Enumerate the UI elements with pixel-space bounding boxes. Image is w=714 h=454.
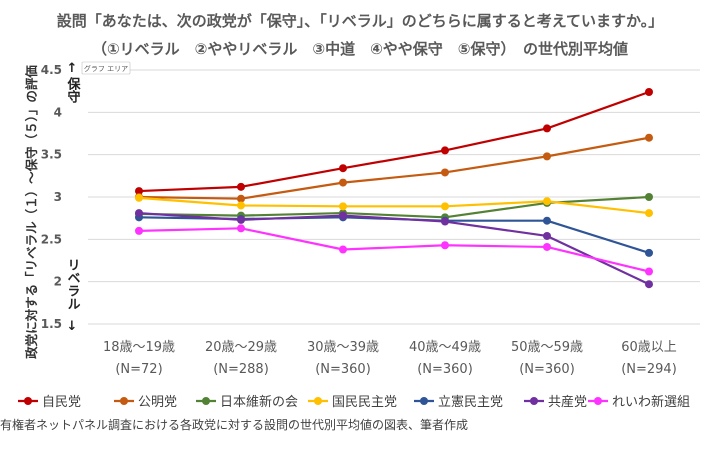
chart-area-badge-frame bbox=[81, 61, 131, 75]
data-point bbox=[645, 209, 653, 218]
chart-title-line1: 設問「あなたは、次の政党が「保守」、「リベラル」のどちらに属すると考えていますか… bbox=[57, 12, 663, 30]
x-category-n: (N=360) bbox=[315, 362, 371, 377]
y-bottom-marker: ↓ bbox=[67, 319, 78, 334]
data-point bbox=[135, 193, 143, 202]
series-line bbox=[138, 227, 650, 273]
legend-item: 自民党 bbox=[18, 395, 81, 410]
legend-marker bbox=[314, 397, 322, 405]
legend-marker bbox=[24, 397, 32, 405]
y-axis-ticks: 1.5 2 2.5 3 3.5 4 4.5 bbox=[41, 63, 62, 331]
x-category-n: (N=294) bbox=[621, 362, 677, 377]
data-point bbox=[237, 182, 245, 191]
legend-marker bbox=[420, 397, 428, 405]
series-line bbox=[138, 90, 650, 193]
data-point bbox=[645, 133, 653, 142]
legend-item: 立憲民主党 bbox=[414, 394, 503, 410]
legend-marker bbox=[120, 397, 128, 405]
data-point bbox=[441, 241, 449, 250]
data-point bbox=[645, 280, 653, 289]
x-category-label: 18歳〜19歳 bbox=[103, 340, 175, 355]
data-point bbox=[441, 217, 449, 226]
x-category-label: 60歳以上 bbox=[621, 340, 677, 355]
series-lines bbox=[135, 88, 653, 289]
data-point bbox=[237, 201, 245, 210]
data-point bbox=[135, 226, 143, 235]
x-axis-categories: 18歳〜19歳 (N=72) 20歳〜29歳 (N=288) 30歳〜39歳 (N=360… bbox=[103, 340, 677, 377]
data-point bbox=[135, 209, 143, 218]
legend-label: れいわ新選組 bbox=[612, 394, 690, 410]
data-point bbox=[339, 245, 347, 254]
y-tick-label: 4 bbox=[54, 105, 62, 119]
legend-marker bbox=[594, 397, 602, 405]
y-tick-label: 1.5 bbox=[41, 317, 62, 331]
data-point bbox=[543, 197, 551, 206]
y-top-label: 保守 bbox=[65, 76, 82, 104]
y-bottom-label: リベラル bbox=[65, 258, 81, 310]
data-point bbox=[543, 231, 551, 240]
legend-label: 国民民主党 bbox=[332, 395, 397, 410]
legend-item: 共産党 bbox=[524, 394, 587, 410]
data-point bbox=[543, 124, 551, 133]
x-category-n: (N=288) bbox=[213, 362, 269, 377]
legend-item: 日本維新の会 bbox=[196, 394, 298, 410]
legend-label: 立憲民主党 bbox=[438, 394, 503, 410]
x-category-n: (N=72) bbox=[115, 362, 162, 377]
data-point bbox=[543, 216, 551, 225]
series-7 bbox=[135, 224, 653, 276]
data-point bbox=[237, 194, 245, 203]
legend: 自民党 公明党 日本維新の会 国民民主党 立憲民主党 共産党 れいわ新選組 bbox=[18, 394, 690, 410]
x-category-label: 40歳〜49歳 bbox=[409, 340, 481, 355]
legend-label: 共産党 bbox=[548, 394, 587, 410]
x-category-label: 30歳〜39歳 bbox=[307, 340, 379, 355]
legend-item: 公明党 bbox=[114, 395, 177, 410]
x-category-n: (N=360) bbox=[519, 362, 575, 377]
series-6 bbox=[135, 209, 653, 289]
data-point bbox=[339, 178, 347, 187]
series-2 bbox=[135, 133, 653, 203]
legend-label: 公明党 bbox=[138, 395, 177, 410]
legend-marker bbox=[530, 397, 538, 405]
y-tick-label: 4.5 bbox=[41, 63, 62, 77]
x-category-n: (N=360) bbox=[417, 362, 473, 377]
data-point bbox=[645, 88, 653, 97]
data-point bbox=[339, 211, 347, 220]
data-point bbox=[135, 187, 143, 196]
y-top-marker: ↑ bbox=[67, 61, 78, 76]
legend-label: 日本維新の会 bbox=[220, 394, 298, 410]
series-line bbox=[138, 195, 650, 219]
data-point bbox=[543, 152, 551, 161]
series-line bbox=[138, 136, 650, 200]
data-point bbox=[441, 202, 449, 211]
data-point bbox=[339, 164, 347, 173]
series-4 bbox=[135, 193, 653, 218]
x-category-label: 50歳〜59歳 bbox=[511, 340, 583, 355]
figure-caption: 有権者ネットパネル調査における各政党に対する設問の世代別平均値の図表、筆者作成 bbox=[0, 418, 469, 432]
legend-label: 自民党 bbox=[42, 395, 81, 410]
data-point bbox=[645, 193, 653, 201]
data-point bbox=[237, 224, 245, 233]
data-point bbox=[543, 242, 551, 251]
y-axis-label: 政党に対する「リベラル（１）〜保守（５）」の評価 bbox=[24, 65, 39, 359]
series-line bbox=[138, 211, 650, 286]
y-tick-label: 3 bbox=[54, 190, 62, 204]
data-point bbox=[237, 215, 245, 224]
data-point bbox=[645, 248, 653, 257]
chart-title-line2: （①リベラル ②ややリベラル ③中道 ④やや保守 ⑤保守） の世代別平均値 bbox=[92, 40, 628, 58]
series-line bbox=[138, 196, 650, 215]
data-point bbox=[441, 146, 449, 155]
data-point bbox=[339, 202, 347, 211]
y-tick-label: 3.5 bbox=[41, 148, 62, 162]
y-tick-label: 2 bbox=[54, 275, 62, 289]
data-point bbox=[645, 267, 653, 276]
data-point bbox=[441, 168, 449, 177]
legend-marker bbox=[202, 397, 210, 405]
legend-item: 国民民主党 bbox=[308, 395, 397, 410]
y-tick-label: 2.5 bbox=[41, 232, 62, 246]
series-1 bbox=[135, 88, 653, 196]
x-category-label: 20歳〜29歳 bbox=[205, 340, 277, 355]
chart-area-badge: グラフ エリア bbox=[84, 64, 128, 73]
legend-item: れいわ新選組 bbox=[588, 394, 690, 410]
